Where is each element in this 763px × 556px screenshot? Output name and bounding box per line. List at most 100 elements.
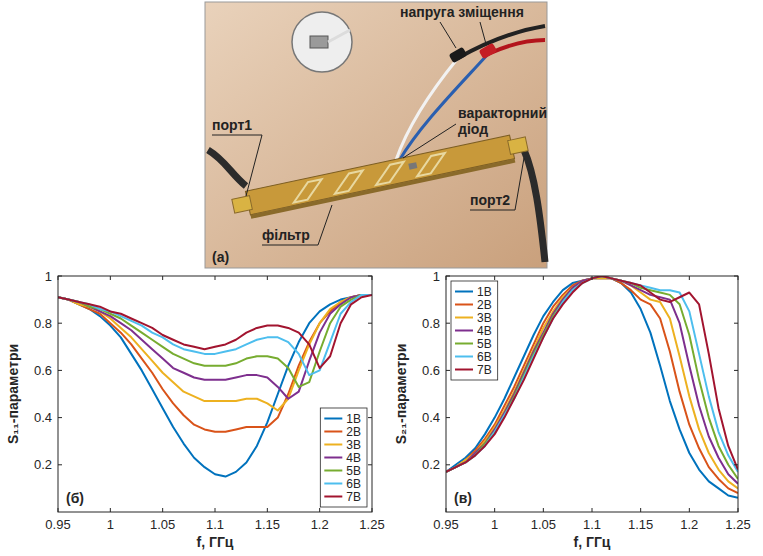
x-tick-label: 1.1 bbox=[206, 517, 224, 532]
y-tick-label: 1 bbox=[433, 269, 440, 284]
legend-label: 1В bbox=[477, 285, 492, 299]
y-tick bbox=[734, 464, 738, 465]
legend-swatch bbox=[324, 431, 342, 433]
x-tick bbox=[110, 508, 111, 512]
series-line bbox=[58, 295, 372, 368]
x-tick-label: 0.95 bbox=[433, 517, 458, 532]
y-tick bbox=[58, 417, 62, 418]
x-tick bbox=[58, 276, 59, 280]
clip-red bbox=[479, 43, 498, 60]
plot-background bbox=[58, 276, 372, 512]
connector bbox=[232, 196, 253, 213]
chart: 0.9511.051.11.151.21.250.20.40.60.81f, Г… bbox=[5, 269, 385, 551]
photo-panel: напруга зміщенняпорт1фільтрваракторнийді… bbox=[205, 2, 547, 268]
photo-background bbox=[205, 2, 547, 268]
legend: 1В2В3В4В5В6В7В bbox=[320, 408, 367, 507]
connector bbox=[508, 137, 529, 154]
x-tick bbox=[592, 508, 593, 512]
y-tick bbox=[368, 464, 372, 465]
resonator bbox=[331, 171, 366, 194]
y-tick bbox=[734, 323, 738, 324]
x-tick bbox=[372, 508, 373, 512]
inset-wire bbox=[328, 30, 350, 42]
label-line: варакторний bbox=[458, 105, 547, 121]
x-tick bbox=[110, 276, 111, 280]
y-tick bbox=[368, 323, 372, 324]
cable bbox=[524, 150, 545, 262]
legend-swatch bbox=[455, 343, 473, 345]
label-line: діод bbox=[458, 121, 488, 137]
photo-label: порт1 bbox=[212, 117, 252, 133]
pcb bbox=[231, 132, 530, 222]
legend-swatch bbox=[324, 483, 342, 485]
figure: напруга зміщенняпорт1фільтрваракторнийді… bbox=[0, 0, 763, 556]
x-tick bbox=[319, 276, 320, 280]
legend-swatch bbox=[455, 369, 473, 371]
y-tick bbox=[446, 370, 450, 371]
leader bbox=[262, 245, 318, 246]
y-tick-label: 0.6 bbox=[422, 363, 440, 378]
x-tick-label: 1.15 bbox=[255, 517, 280, 532]
x-tick bbox=[215, 276, 216, 280]
series-line bbox=[58, 295, 372, 375]
x-axis-title: f, ГГц bbox=[197, 534, 234, 550]
x-tick bbox=[162, 508, 163, 512]
x-tick bbox=[640, 508, 641, 512]
y-axis-title: S₂₁-параметри bbox=[393, 344, 409, 445]
y-tick bbox=[446, 417, 450, 418]
varactor bbox=[408, 162, 417, 170]
x-tick bbox=[592, 276, 593, 280]
legend-label: 5В bbox=[477, 337, 492, 351]
y-tick bbox=[368, 417, 372, 418]
series-line bbox=[446, 276, 738, 472]
x-tick-label: 0.95 bbox=[45, 517, 70, 532]
series-group bbox=[446, 276, 738, 498]
leader bbox=[440, 22, 456, 48]
leader bbox=[480, 22, 486, 44]
x-axis-title: f, ГГц bbox=[574, 534, 611, 550]
x-tick bbox=[372, 276, 373, 280]
bias-lead bbox=[458, 26, 545, 58]
x-tick bbox=[543, 276, 544, 280]
y-tick bbox=[58, 464, 62, 465]
x-tick bbox=[689, 276, 690, 280]
legend-label: 7В bbox=[346, 490, 361, 504]
legend-swatch bbox=[455, 304, 473, 306]
y-tick-label: 0.8 bbox=[422, 316, 440, 331]
legend-swatch bbox=[324, 444, 342, 446]
leader bbox=[212, 135, 262, 136]
y-tick-label: 0.4 bbox=[34, 410, 52, 425]
x-tick-label: 1.25 bbox=[359, 517, 384, 532]
y-tick-label: 0.2 bbox=[422, 457, 440, 472]
legend-swatch bbox=[324, 470, 342, 472]
legend-label: 4В bbox=[477, 324, 492, 338]
series-line bbox=[58, 295, 372, 387]
x-tick bbox=[446, 276, 447, 280]
photo-label: варакторнийдіод bbox=[458, 105, 547, 137]
y-tick bbox=[368, 370, 372, 371]
x-tick-label: 1.1 bbox=[583, 517, 601, 532]
y-tick bbox=[734, 276, 738, 277]
pcb-edge bbox=[250, 159, 515, 219]
series-line bbox=[58, 295, 372, 411]
pcb-board bbox=[245, 135, 514, 215]
inset-diode bbox=[310, 36, 328, 48]
y-tick-label: 0.8 bbox=[34, 316, 52, 331]
legend-label: 6В bbox=[477, 350, 492, 364]
x-tick bbox=[640, 276, 641, 280]
photo-label: напруга зміщення bbox=[400, 4, 524, 20]
photo-label: порт2 bbox=[470, 192, 510, 208]
y-tick bbox=[58, 276, 62, 277]
leader bbox=[470, 210, 515, 211]
legend-swatch bbox=[455, 330, 473, 332]
y-tick bbox=[446, 323, 450, 324]
plot-background bbox=[446, 276, 738, 512]
legend-box bbox=[320, 408, 367, 507]
y-tick bbox=[446, 464, 450, 465]
bias-lead bbox=[488, 40, 545, 54]
legend: 1В2В3В4В5В6В7В bbox=[451, 281, 498, 380]
legend-label: 4В bbox=[346, 451, 361, 465]
leader bbox=[246, 135, 262, 196]
legend-swatch bbox=[324, 418, 342, 420]
leader bbox=[318, 205, 332, 245]
